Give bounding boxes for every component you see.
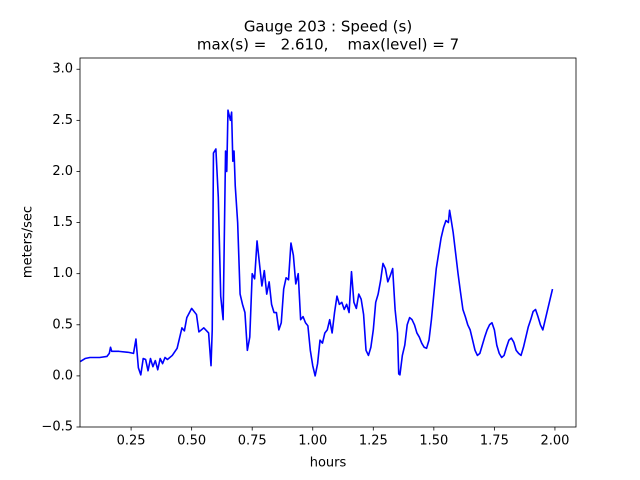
y-tick-label: −0.5 [41, 420, 73, 435]
y-tick-label: 2.0 [52, 164, 73, 179]
x-tick-label: 1.50 [419, 434, 448, 449]
data-line [80, 109, 554, 377]
x-tick-label: 1.00 [298, 434, 327, 449]
x-tick-label: 0.75 [238, 434, 267, 449]
x-tick-label: 0.50 [177, 434, 206, 449]
x-tick-label: 0.25 [117, 434, 146, 449]
y-tick-label: 1.0 [52, 266, 73, 281]
y-tick-label: 1.5 [52, 215, 73, 230]
x-axis-label: hours [310, 456, 347, 471]
plot-frame [79, 57, 577, 428]
x-tick-label: 2.00 [540, 434, 569, 449]
x-tick-label: 1.75 [480, 434, 509, 449]
x-tick-label: 1.25 [359, 434, 388, 449]
y-tick-label: 3.0 [52, 62, 73, 77]
y-tick-label: 2.5 [52, 113, 73, 128]
y-tick-label: 0.5 [52, 317, 73, 332]
chart-subtitle: max(s) = 2.610, max(level) = 7 [197, 36, 459, 54]
y-tick-label: 0.0 [52, 368, 73, 383]
chart-title: Gauge 203 : Speed (s) [244, 18, 412, 36]
y-axis-label: meters/sec [21, 206, 36, 278]
